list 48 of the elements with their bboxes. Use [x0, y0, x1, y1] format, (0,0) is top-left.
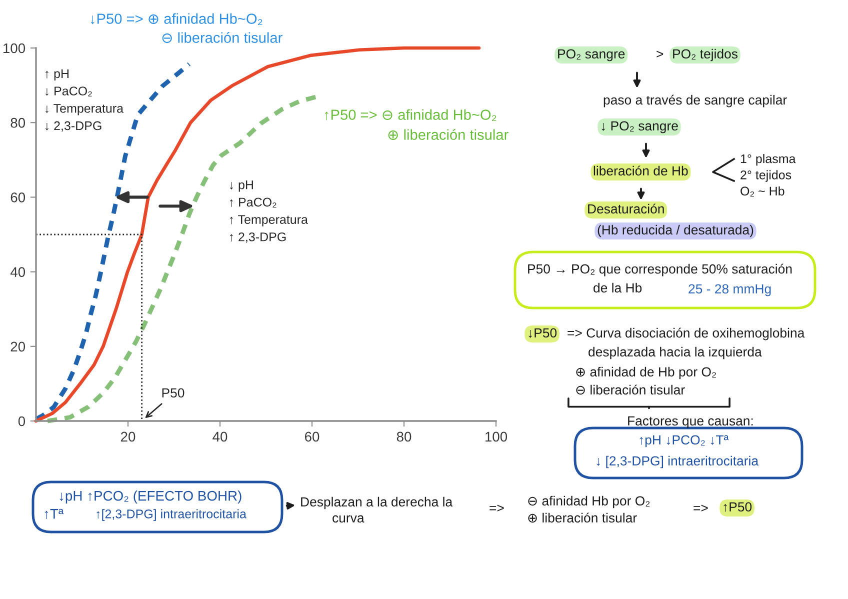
text: 1° plasma 2° tejidos O₂ ~ Hb — [740, 154, 796, 196]
text: paso a través de sangre capilar — [604, 94, 787, 108]
text: liberación de Hb — [594, 166, 688, 176]
text: ⊖ liberación tisular — [576, 384, 685, 395]
y-tick-label: 60 — [10, 192, 26, 202]
text: => — [490, 504, 504, 512]
text: => — [694, 504, 708, 512]
text: ↓P50 => ⊕ afinidad Hb~O₂ — [90, 13, 262, 26]
text: Desaturación — [588, 204, 664, 214]
text: de la Hb — [594, 282, 642, 293]
x-tick-label: 100 — [485, 432, 508, 442]
annotation: ↑P50 => ⊖ afinidad Hb~O₂ — [324, 109, 496, 122]
annotation: ↓ pH ↑ PaCO₂ ↑ Temperatura ↑ 2,3-DPG — [230, 180, 308, 243]
text: Factores que causan: — [628, 416, 753, 428]
text: P50 → PO₂ que corresponde 50% saturación — [528, 264, 792, 276]
y-tick-label: 100 — [3, 43, 26, 54]
text: Desplazan a la derecha la — [301, 496, 453, 510]
text: curva — [332, 515, 364, 523]
text: PO₂ sangre — [558, 49, 625, 62]
y-tick-label: 80 — [10, 118, 26, 128]
annotation: ↑ pH ↓ PaCO₂ ↓ Temperatura ↓ 2,3-DPG — [45, 69, 124, 132]
text: ↓P50 — [528, 328, 557, 338]
x-tick-label: 20 — [120, 432, 136, 442]
text: PO₂ tejidos — [673, 48, 738, 62]
text: ↑[2,3-DPG] intraeritrocitaria — [96, 509, 246, 521]
x-tick-label: 40 — [212, 432, 228, 442]
x-tick-label: 60 — [304, 432, 320, 442]
text: ⊖ liberación tisular — [162, 32, 282, 43]
text: ↑P50 — [724, 502, 752, 512]
text: ⊕ afinidad de Hb por O₂ — [576, 366, 716, 380]
annotation: ⊕ liberación tisular — [388, 129, 508, 140]
text: (Hb reducida / desaturada) — [598, 224, 754, 238]
text: ↓ PO₂ sangre — [602, 121, 678, 134]
text: ⊖ afinidad Hb por O₂ — [528, 496, 650, 508]
text: ↑pH ↓PCO₂ ↓Tª — [640, 435, 729, 448]
y-tick-label: 40 — [10, 267, 26, 277]
text: ↑Tª — [44, 508, 64, 520]
text: ↓pH ↑PCO₂ (EFECTO BOHR) — [60, 490, 242, 504]
text: => Curva disociación de oxihemoglobina — [568, 328, 805, 340]
annotation: P50 — [162, 388, 184, 398]
y-tick-label: 20 — [10, 342, 26, 352]
text: ⊕ liberación tisular — [528, 512, 637, 523]
text: > — [656, 50, 664, 58]
text: desplazada hacia la izquierda — [588, 346, 762, 360]
x-tick-label: 80 — [396, 432, 412, 442]
y-tick-label: 0 — [18, 416, 26, 426]
text: 25 - 28 mmHg — [688, 284, 771, 296]
text: ↓ [2,3-DPG] intraeritrocitaria — [596, 456, 759, 468]
